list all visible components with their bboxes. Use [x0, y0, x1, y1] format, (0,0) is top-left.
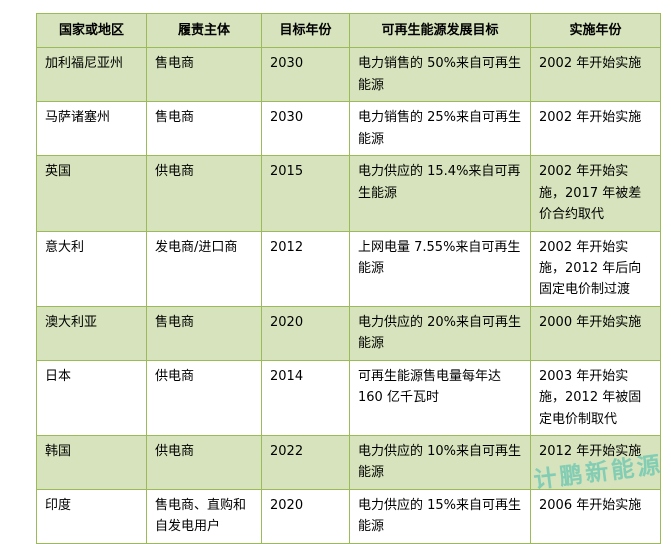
rps-policy-table: 国家或地区 履责主体 目标年份 可再生能源发展目标 实施年份 加利福尼亚州 售电商 2030…	[36, 12, 661, 544]
table-cell: 日本	[36, 359, 147, 437]
table-cell: 售电商、直购和自发电用户	[146, 488, 262, 544]
table-cell: 电力供应的 15.4%来自可再生能源	[349, 155, 531, 232]
table-cell: 2030	[261, 101, 350, 157]
table-row: 澳大利亚 售电商 2020 电力供应的 20%来自可再生能源 2000 年开始实施	[36, 305, 661, 361]
table-cell: 2030	[261, 47, 350, 103]
table-cell: 2012	[261, 230, 350, 307]
rps-policy-table-container: 国家或地区 履责主体 目标年份 可再生能源发展目标 实施年份 加利福尼亚州 售电商 2030…	[36, 12, 661, 544]
table-cell: 发电商/进口商	[146, 230, 262, 307]
table-cell: 供电商	[146, 359, 262, 437]
header-row: 国家或地区 履责主体 目标年份 可再生能源发展目标 实施年份	[36, 12, 661, 49]
table-cell: 澳大利亚	[36, 305, 147, 361]
table-body: 加利福尼亚州 售电商 2030 电力销售的 50%来自可再生能源 2002 年开始实施马…	[36, 47, 661, 544]
table-cell: 2002 年开始实施	[530, 47, 661, 103]
table-row: 意大利 发电商/进口商 2012 上网电量 7.55%来自可再生能源 2002 年开始实…	[36, 230, 661, 307]
table-cell: 上网电量 7.55%来自可再生能源	[349, 230, 531, 307]
column-header-2: 履责主体	[146, 12, 262, 49]
table-cell: 英国	[36, 155, 147, 232]
table-cell: 电力供应的 20%来自可再生能源	[349, 305, 531, 361]
table-cell: 2002 年开始实施，2012 年后向固定电价制过渡	[530, 230, 661, 307]
table-cell: 加利福尼亚州	[36, 47, 147, 103]
table-row: 英国 供电商 2015 电力供应的 15.4%来自可再生能源 2002 年开始实施，20…	[36, 155, 661, 232]
table-row: 日本 供电商 2014 可再生能源售电量每年达 160 亿千瓦时 2003 年开始实施，…	[36, 359, 661, 437]
table-cell: 可再生能源售电量每年达 160 亿千瓦时	[349, 359, 531, 437]
table-cell: 售电商	[146, 305, 262, 361]
table-cell: 供电商	[146, 435, 262, 490]
table-cell: 售电商	[146, 101, 262, 157]
table-row: 马萨诸塞州 售电商 2030 电力销售的 25%来自可再生能源 2002 年开始实施	[36, 101, 661, 157]
table-row: 加利福尼亚州 售电商 2030 电力销售的 50%来自可再生能源 2002 年开始实施	[36, 47, 661, 103]
table-row: 印度 售电商、直购和自发电用户 2020 电力供应的 15%来自可再生能源 2006 年…	[36, 488, 661, 544]
table-cell: 2006 年开始实施	[530, 488, 661, 544]
table-cell: 2002 年开始实施，2017 年被差价合约取代	[530, 155, 661, 232]
table-row: 韩国 供电商 2022 电力供应的 10%来自可再生能源 2012 年开始实施	[36, 435, 661, 490]
table-cell: 韩国	[36, 435, 147, 490]
table-cell: 电力供应的 15%来自可再生能源	[349, 488, 531, 544]
column-header-3: 目标年份	[261, 12, 350, 49]
table-cell: 2020	[261, 305, 350, 361]
table-cell: 印度	[36, 488, 147, 544]
table-header: 国家或地区 履责主体 目标年份 可再生能源发展目标 实施年份	[36, 12, 661, 49]
column-header-5: 实施年份	[530, 12, 661, 49]
table-cell: 2015	[261, 155, 350, 232]
table-cell: 2002 年开始实施	[530, 101, 661, 157]
table-cell: 2014	[261, 359, 350, 437]
table-cell: 供电商	[146, 155, 262, 232]
column-header-4: 可再生能源发展目标	[349, 12, 531, 49]
column-header-1: 国家或地区	[36, 12, 147, 49]
table-cell: 马萨诸塞州	[36, 101, 147, 157]
table-cell: 电力销售的 25%来自可再生能源	[349, 101, 531, 157]
table-cell: 2022	[261, 435, 350, 490]
table-cell: 2012 年开始实施	[530, 435, 661, 490]
table-cell: 2020	[261, 488, 350, 544]
table-cell: 2000 年开始实施	[530, 305, 661, 361]
table-cell: 电力供应的 10%来自可再生能源	[349, 435, 531, 490]
table-cell: 意大利	[36, 230, 147, 307]
table-cell: 电力销售的 50%来自可再生能源	[349, 47, 531, 103]
table-cell: 2003 年开始实施，2012 年被固定电价制取代	[530, 359, 661, 437]
table-cell: 售电商	[146, 47, 262, 103]
